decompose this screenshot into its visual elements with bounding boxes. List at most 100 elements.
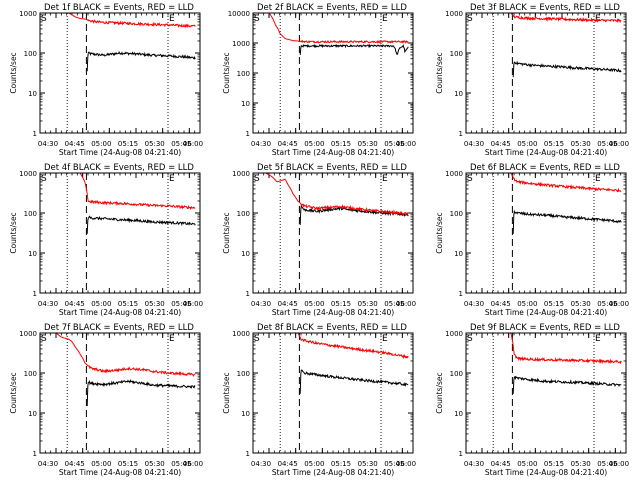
x-tick-label: 05:30	[358, 300, 378, 308]
y-tick-label: 100	[237, 370, 250, 378]
y-tick-label: 1	[459, 290, 463, 298]
y-tick-label: 10	[28, 90, 37, 98]
panel-title: Det 3f BLACK = Events, RED = LLD	[470, 3, 620, 13]
x-tick-label: 06:00	[183, 140, 203, 148]
marker-label-s: S	[467, 14, 473, 24]
y-tick-label: 100	[450, 210, 463, 218]
x-tick-label: 04:30	[38, 140, 58, 148]
x-tick-label: 06:00	[609, 460, 629, 468]
x-tick-label: 04:45	[491, 140, 511, 148]
y-tick-label: 1	[246, 450, 250, 458]
x-tick-label: 04:45	[491, 300, 511, 308]
x-axis-label: Start Time (24-Aug-08 04:21:40)	[272, 148, 394, 157]
y-tick-label: 100	[24, 210, 37, 218]
y-tick-label: 1000	[445, 10, 463, 18]
marker-label-s: S	[254, 334, 260, 344]
x-tick-label: 05:30	[358, 140, 378, 148]
series-events	[299, 43, 409, 56]
x-tick-label: 04:45	[278, 460, 298, 468]
x-tick-label: 06:00	[396, 300, 416, 308]
x-axis-label: Start Time (24-Aug-08 04:21:40)	[59, 148, 181, 157]
x-tick-label: 06:00	[183, 300, 203, 308]
y-tick-label: 10	[454, 250, 463, 258]
plot-frame	[252, 172, 414, 294]
y-tick-label: 100	[450, 370, 463, 378]
x-tick-label: 05:30	[358, 460, 378, 468]
y-axis-label: Counts/sec	[9, 52, 18, 93]
panel-title: Det 5f BLACK = Events, RED = LLD	[257, 163, 407, 173]
y-tick-label: 1000	[445, 330, 463, 338]
x-axis-label: Start Time (24-Aug-08 04:21:40)	[485, 308, 607, 317]
x-tick-label: 04:30	[464, 460, 484, 468]
x-tick-label: 04:30	[38, 460, 58, 468]
series-events	[86, 378, 196, 407]
y-tick-label: 100	[24, 370, 37, 378]
plot-frame	[39, 172, 201, 294]
x-tick-label: 05:00	[517, 300, 537, 308]
x-tick-label: 04:30	[251, 460, 271, 468]
y-tick-label: 10	[454, 90, 463, 98]
x-axis-label: Start Time (24-Aug-08 04:21:40)	[485, 468, 607, 477]
x-tick-label: 05:45	[171, 460, 191, 468]
x-tick-label: 04:45	[65, 460, 85, 468]
y-tick-label: 1	[33, 290, 37, 298]
y-axis-label: Counts/sec	[222, 212, 231, 253]
plot-frame	[465, 172, 627, 294]
marker-label-s: S	[41, 174, 47, 184]
series-events	[299, 369, 409, 394]
x-tick-label: 05:15	[118, 140, 138, 148]
x-tick-label: 04:30	[251, 140, 271, 148]
marker-label-e: E	[595, 334, 601, 344]
x-tick-label: 05:15	[331, 140, 351, 148]
x-tick-label: 04:30	[38, 300, 58, 308]
x-tick-label: 04:45	[491, 460, 511, 468]
y-tick-label: 10	[241, 250, 250, 258]
x-tick-label: 05:00	[304, 300, 324, 308]
marker-label-e: E	[382, 174, 388, 184]
y-tick-label: 10	[28, 250, 37, 258]
x-tick-label: 04:45	[278, 140, 298, 148]
y-tick-label: 1000	[232, 40, 250, 48]
x-tick-label: 05:15	[544, 140, 564, 148]
y-tick-label: 1000	[19, 330, 37, 338]
x-axis-label: Start Time (24-Aug-08 04:21:40)	[485, 148, 607, 157]
y-tick-label: 10	[454, 410, 463, 418]
series-events	[512, 209, 622, 234]
x-tick-label: 05:15	[118, 300, 138, 308]
x-tick-label: 05:15	[544, 300, 564, 308]
x-tick-label: 05:30	[571, 300, 591, 308]
x-tick-label: 05:45	[384, 300, 404, 308]
x-axis-label: Start Time (24-Aug-08 04:21:40)	[272, 308, 394, 317]
x-tick-label: 04:45	[65, 300, 85, 308]
y-tick-label: 10000	[228, 10, 250, 18]
marker-label-s: S	[467, 334, 473, 344]
x-tick-label: 04:30	[464, 300, 484, 308]
y-tick-label: 1000	[19, 10, 37, 18]
x-tick-label: 06:00	[396, 140, 416, 148]
y-axis-label: Counts/sec	[435, 372, 444, 413]
x-tick-label: 04:30	[251, 300, 271, 308]
y-tick-label: 10	[28, 410, 37, 418]
x-tick-label: 05:30	[571, 460, 591, 468]
plot-frame	[465, 12, 627, 134]
x-tick-label: 05:45	[597, 300, 617, 308]
series-events	[86, 215, 196, 234]
y-tick-label: 1000	[19, 170, 37, 178]
x-tick-label: 05:45	[171, 140, 191, 148]
x-tick-label: 06:00	[609, 140, 629, 148]
x-tick-label: 05:45	[597, 140, 617, 148]
x-tick-label: 05:30	[145, 300, 165, 308]
y-axis-label: Counts/sec	[435, 212, 444, 253]
panel-title: Det 1f BLACK = Events, RED = LLD	[44, 3, 194, 13]
y-tick-label: 10	[241, 100, 250, 108]
series-lld	[253, 12, 409, 44]
x-tick-label: 05:15	[118, 460, 138, 468]
marker-label-s: S	[254, 174, 260, 184]
marker-label-s: S	[41, 14, 47, 24]
series-lld	[253, 172, 409, 217]
y-tick-label: 10	[241, 410, 250, 418]
x-tick-label: 04:30	[464, 140, 484, 148]
